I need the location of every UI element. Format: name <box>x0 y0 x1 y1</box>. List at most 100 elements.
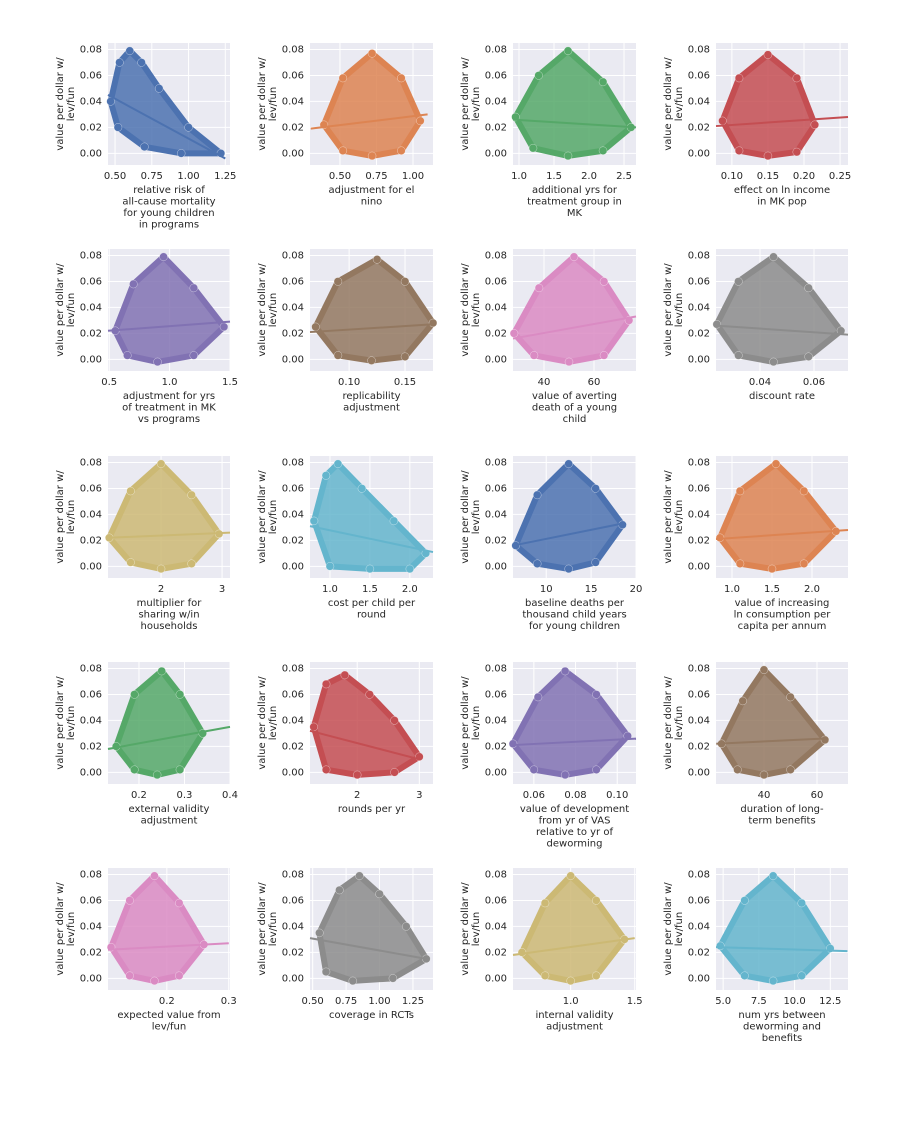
point <box>735 486 745 496</box>
y-tick-label: 0.04 <box>282 96 304 107</box>
x-axis-label: relative to yr of <box>536 827 613 838</box>
x-tick-label: 10.0 <box>783 996 805 1007</box>
x-axis-label: in MK pop <box>757 197 806 208</box>
point <box>397 73 406 83</box>
y-tick-label: 0.02 <box>688 535 710 546</box>
point <box>564 564 573 574</box>
x-tick-label: 0.3 <box>221 996 237 1007</box>
x-tick-label: 10 <box>540 584 553 595</box>
y-axis-label: lev/fun <box>268 87 279 121</box>
trend-line <box>107 942 229 951</box>
point <box>125 971 134 980</box>
point <box>769 252 778 261</box>
y-tick-label: 0.04 <box>485 715 507 726</box>
x-axis-label: of treatment in MK <box>122 403 216 414</box>
x-axis-label: ln consumption per <box>734 610 832 621</box>
point <box>792 73 801 83</box>
point <box>355 871 364 880</box>
y-axis-label: value per dollar w/ <box>257 882 268 976</box>
point <box>150 871 159 880</box>
y-tick-label: 0.06 <box>282 483 304 494</box>
point <box>115 58 124 67</box>
y-tick-label: 0.00 <box>282 973 304 984</box>
subplot: 0.00 0.02 0.04 0.06 0.08 0.5 1.0 1.5 adjustment … <box>55 249 238 425</box>
y-tick-label: 0.02 <box>485 535 507 546</box>
y-tick-label: 0.04 <box>80 715 102 726</box>
x-tick-label: 1.25 <box>214 171 236 182</box>
y-axis-label: value per dollar w/ <box>257 263 268 357</box>
x-axis-label: replicability <box>342 391 400 402</box>
point <box>389 516 399 526</box>
x-axis-label: value of averting <box>532 391 617 402</box>
y-tick-label: 0.04 <box>282 921 304 932</box>
point <box>529 351 539 360</box>
x-axis-label: nino <box>361 197 383 208</box>
point <box>309 722 318 732</box>
point <box>529 765 538 774</box>
y-axis-label: lev/fun <box>66 87 77 121</box>
point <box>599 277 609 286</box>
y-tick-label: 0.02 <box>80 947 102 958</box>
x-axis-label: rounds per yr <box>338 804 406 815</box>
subplot: 0.00 0.02 0.04 0.06 0.08 1.0 1.5 2.0 cost per ch… <box>257 456 434 621</box>
x-axis-label: relative risk of <box>133 185 205 196</box>
point <box>325 562 335 571</box>
point <box>712 320 721 329</box>
point <box>563 151 573 161</box>
y-tick-label: 0.00 <box>80 354 102 365</box>
trend-line <box>715 324 849 336</box>
point <box>592 971 601 980</box>
y-tick-label: 0.08 <box>688 250 710 261</box>
y-tick-label: 0.06 <box>80 689 102 700</box>
y-tick-label: 0.04 <box>80 96 102 107</box>
point <box>367 151 377 161</box>
x-axis-label: cost per child per <box>328 598 416 609</box>
y-tick-label: 0.08 <box>282 44 304 55</box>
y-tick-label: 0.02 <box>485 328 507 339</box>
point <box>738 696 747 706</box>
point <box>416 116 425 126</box>
point <box>534 283 544 293</box>
subplot: 0.00 0.02 0.04 0.06 0.08 5.0 7.5 10.0 12.5 num yr… <box>663 868 848 1044</box>
y-tick-label: 0.06 <box>688 689 710 700</box>
x-axis-label: adjustment <box>343 403 400 414</box>
y-tick-label: 0.06 <box>282 70 304 81</box>
y-tick-label: 0.06 <box>282 895 304 906</box>
x-tick-label: 0.5 <box>101 377 117 388</box>
y-tick-label: 0.00 <box>688 973 710 984</box>
y-axis-label: value per dollar w/ <box>663 470 674 564</box>
x-tick-label: 3 <box>219 584 225 595</box>
y-tick-label: 0.00 <box>688 148 710 159</box>
point <box>155 84 164 93</box>
subplot: 0.00 0.02 0.04 0.06 0.08 1.0 1.5 internal valid… <box>460 868 643 1033</box>
y-tick-label: 0.04 <box>485 921 507 932</box>
point <box>348 976 357 986</box>
subplot: 0.00 0.02 0.04 0.06 0.08 0.50 0.75 1.00 1.25 cove… <box>257 868 433 1021</box>
y-tick-label: 0.04 <box>80 509 102 520</box>
x-tick-label: 0.10 <box>721 171 743 182</box>
x-axis-label: baseline deaths per <box>525 598 625 609</box>
point <box>340 670 349 680</box>
point <box>599 351 609 360</box>
point <box>734 277 743 286</box>
y-tick-label: 0.08 <box>485 250 507 261</box>
y-tick-label: 0.02 <box>485 122 507 133</box>
point <box>768 976 778 986</box>
y-tick-label: 0.08 <box>688 869 710 880</box>
point <box>187 559 196 568</box>
point <box>367 356 376 365</box>
x-tick-label: 60 <box>811 790 824 801</box>
trend-line <box>512 737 637 747</box>
y-tick-label: 0.06 <box>688 276 710 287</box>
y-tick-label: 0.08 <box>80 663 102 674</box>
x-tick-label: 0.2 <box>131 790 147 801</box>
y-tick-label: 0.06 <box>485 895 507 906</box>
point <box>804 352 813 361</box>
y-tick-label: 0.04 <box>485 302 507 313</box>
point <box>763 50 773 59</box>
point <box>375 889 384 899</box>
point <box>533 490 542 500</box>
y-tick-label: 0.02 <box>80 741 102 752</box>
y-axis-label: lev/fun <box>66 706 77 740</box>
x-axis-label: expected value from <box>117 1010 220 1021</box>
